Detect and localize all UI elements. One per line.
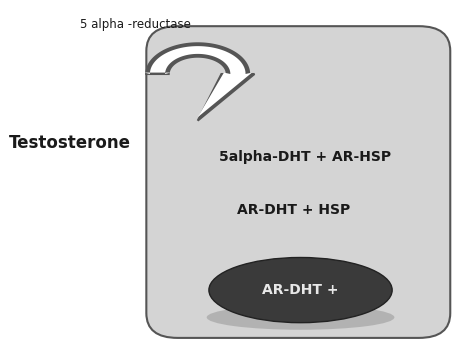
Text: AR-DHT +: AR-DHT + xyxy=(262,283,339,297)
FancyBboxPatch shape xyxy=(146,26,450,338)
Text: Testosterone: Testosterone xyxy=(9,134,131,152)
Ellipse shape xyxy=(207,305,394,330)
Ellipse shape xyxy=(209,257,392,323)
Text: 5 alpha -reductase: 5 alpha -reductase xyxy=(80,18,191,31)
Polygon shape xyxy=(145,46,252,117)
Text: 5alpha-DHT + AR-HSP: 5alpha-DHT + AR-HSP xyxy=(219,150,391,164)
Polygon shape xyxy=(146,43,255,121)
Text: AR-DHT + HSP: AR-DHT + HSP xyxy=(237,203,350,217)
